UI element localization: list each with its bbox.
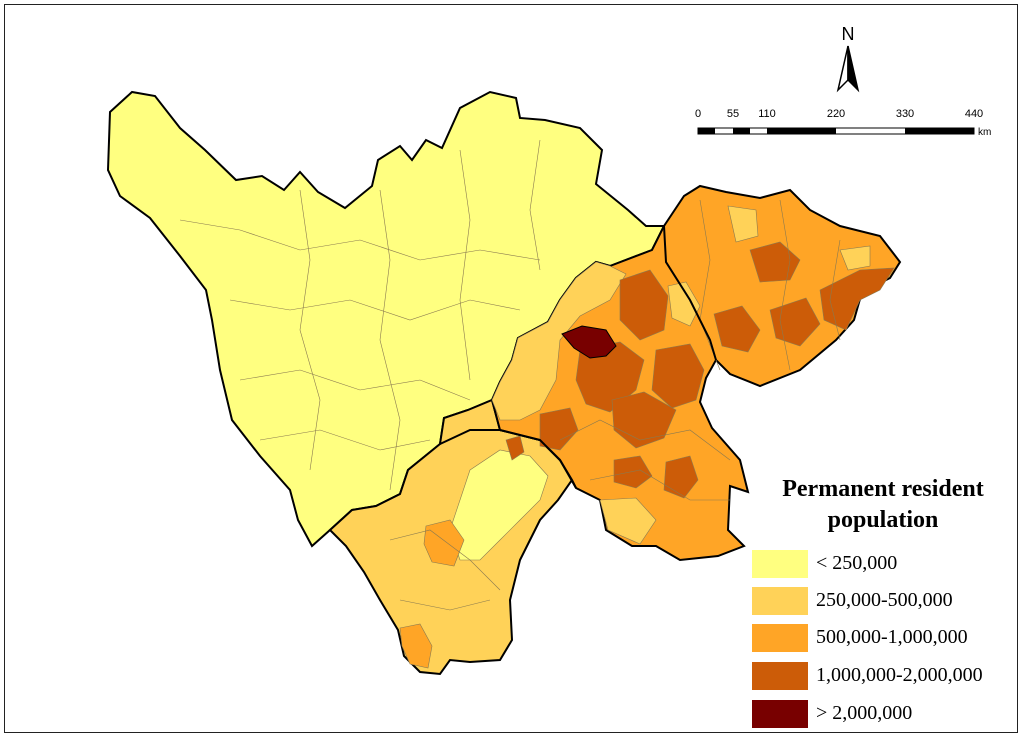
legend: Permanent resident population < 250,000 … (752, 474, 1014, 732)
north-label: N (841, 24, 855, 44)
legend-label: 1,000,000-2,000,000 (816, 664, 983, 686)
legend-title: Permanent resident population (752, 474, 1014, 536)
scale-unit-label: km (978, 127, 992, 138)
legend-item: 500,000-1,000,000 (752, 624, 1014, 652)
north-arrow-icon (836, 45, 860, 93)
basin-high-district-8 (663, 455, 699, 499)
basin-light-district-3 (839, 245, 871, 271)
basin-high-district-6 (505, 435, 525, 461)
legend-item: > 2,000,000 (752, 700, 1014, 728)
scale-bar-graphic (697, 127, 975, 135)
southern-mid-district-2 (399, 623, 433, 669)
scale-tick-label: 0 (694, 108, 702, 120)
basin-western-band (491, 261, 627, 421)
capital-district (561, 325, 617, 359)
district-boundaries (179, 139, 841, 611)
legend-swatch (752, 550, 808, 578)
basin-high-district-10 (713, 305, 761, 353)
legend-title-line2: population (827, 507, 939, 533)
legend-swatch (752, 624, 808, 652)
legend-label: 500,000-1,000,000 (816, 626, 968, 648)
scale-tick-label: 220 (826, 108, 846, 120)
scale-tick-label: 440 (964, 108, 984, 120)
basin-plateau-boundary (439, 225, 717, 489)
scale-bar: 0 55 110 220 330 440 km (690, 108, 992, 148)
legend-label: > 2,000,000 (816, 702, 913, 724)
basin-high-district-1 (619, 269, 669, 341)
legend-swatch (752, 662, 808, 690)
basin-light-district-1 (667, 281, 701, 327)
legend-item: 250,000-500,000 (752, 587, 1014, 615)
southern-mid-district-1 (423, 519, 465, 567)
basin-high-district-12 (819, 267, 895, 331)
basin-high-district-7 (613, 455, 653, 489)
legend-title-line1: Permanent resident (782, 476, 984, 502)
basin-light-district-4 (599, 497, 657, 545)
legend-label: < 250,000 (816, 552, 898, 574)
basin-light-district-2 (727, 205, 759, 243)
scale-tick-label: 110 (758, 108, 776, 120)
legend-label: 250,000-500,000 (816, 589, 953, 611)
scale-tick-label: 330 (895, 108, 915, 120)
legend-item: 1,000,000-2,000,000 (752, 662, 1014, 690)
legend-swatch (752, 587, 808, 615)
basin-high-district-3 (651, 343, 705, 409)
scale-tick-label: 55 (726, 108, 740, 120)
legend-item: < 250,000 (752, 550, 1014, 578)
basin-high-district-9 (749, 241, 801, 283)
legend-swatch (752, 700, 808, 728)
north-arrow: N (828, 24, 868, 104)
